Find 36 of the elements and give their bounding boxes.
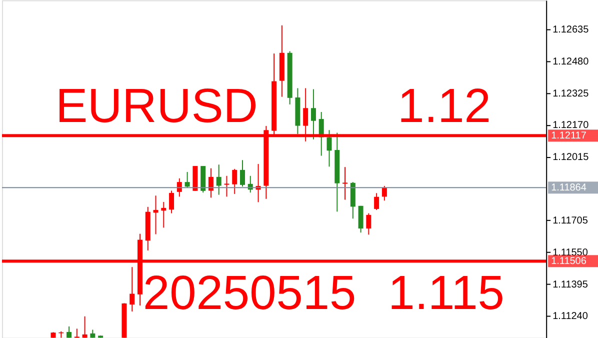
candlestick (374, 192, 380, 210)
ref-line-label: 1.12117 (551, 130, 587, 142)
candlestick (382, 185, 387, 202)
candlestick (326, 130, 332, 168)
candlestick (208, 168, 214, 198)
y-tick-label: 1.12480 (552, 56, 590, 68)
candlestick (240, 160, 245, 188)
annotation: 1.115 (388, 266, 504, 320)
y-tick-label: 1.12635 (552, 24, 590, 36)
candlestick (130, 266, 135, 312)
annotation: 1.12 (398, 80, 491, 134)
y-tick-label: 1.12015 (552, 152, 590, 164)
candlestick (310, 88, 316, 140)
candlestick (176, 178, 182, 198)
candlestick (224, 175, 230, 198)
y-tick-label: 1.11705 (552, 216, 588, 227)
candlestick (74, 328, 80, 338)
candlestick (169, 190, 174, 214)
candlestick (358, 205, 364, 234)
annotation: EURUSD (56, 80, 258, 134)
y-tick-label: 1.12325 (552, 88, 590, 100)
candlestick (366, 212, 372, 236)
candlestick (82, 316, 88, 338)
y-tick-label: 1.11395 (552, 279, 588, 290)
candlestick (342, 166, 348, 200)
candlestick (184, 171, 190, 188)
y-tick-label: 1.12170 (552, 120, 590, 132)
ref-line-label: 1.11506 (551, 256, 587, 268)
annotation: 20250515 (143, 266, 356, 320)
y-tick-label: 1.11240 (552, 311, 588, 322)
ref-line-label: 1.11864 (551, 182, 587, 194)
candlestick (350, 182, 356, 220)
candlestick (232, 168, 238, 194)
candlestick (216, 164, 222, 196)
candlestick (161, 201, 166, 228)
candlestick (153, 195, 158, 235)
